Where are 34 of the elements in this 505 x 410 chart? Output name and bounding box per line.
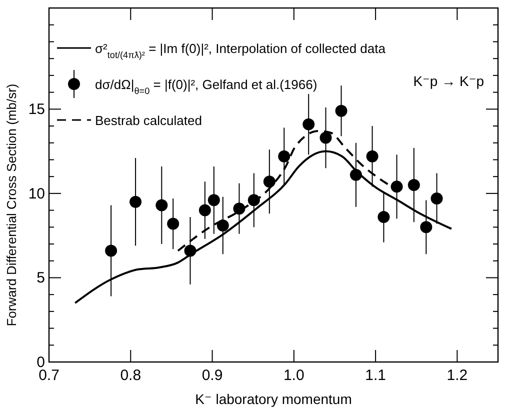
x-tick-label: 0.9 [202,367,223,384]
point [208,194,220,206]
point [335,104,348,117]
point [167,218,180,230]
point [233,202,246,215]
x-tick-label: 1.1 [365,367,386,384]
point [184,244,196,257]
point [263,176,276,188]
point [320,132,332,144]
annotation: K⁻p → K⁻p [413,73,484,89]
point [198,204,211,216]
point [350,168,362,181]
point [130,196,142,208]
legend-label: Bestrab calculated [95,113,202,128]
y-tick-label: 10 [28,185,45,202]
x-tick-label: 1.2 [446,367,468,384]
x-axis-title: K⁻ laboratory momentum [195,391,352,407]
legend-label: dσ/dΩ|$_{θ=0}$ = |f(0)|², Gelfand et al.(1966) [95,77,318,96]
point [156,199,168,212]
y-tick-label: 15 [28,101,45,118]
point [420,221,432,234]
point [408,179,420,191]
point [430,192,443,204]
y-tick-label: 5 [36,270,45,287]
point [366,150,378,162]
legend-label: σ²$_{tot/(4πƛ)²}$ = |Im f(0)|², Interpolation of collected data [95,41,386,60]
point [378,211,390,224]
point [302,118,315,130]
point [278,150,290,162]
point [216,219,229,232]
x-tick-label: 1.0 [283,367,304,384]
point [105,244,118,257]
x-tick-label: 0.8 [120,367,142,384]
y-axis-title: Forward Differential Cross Section (mb/sr) [4,84,19,326]
